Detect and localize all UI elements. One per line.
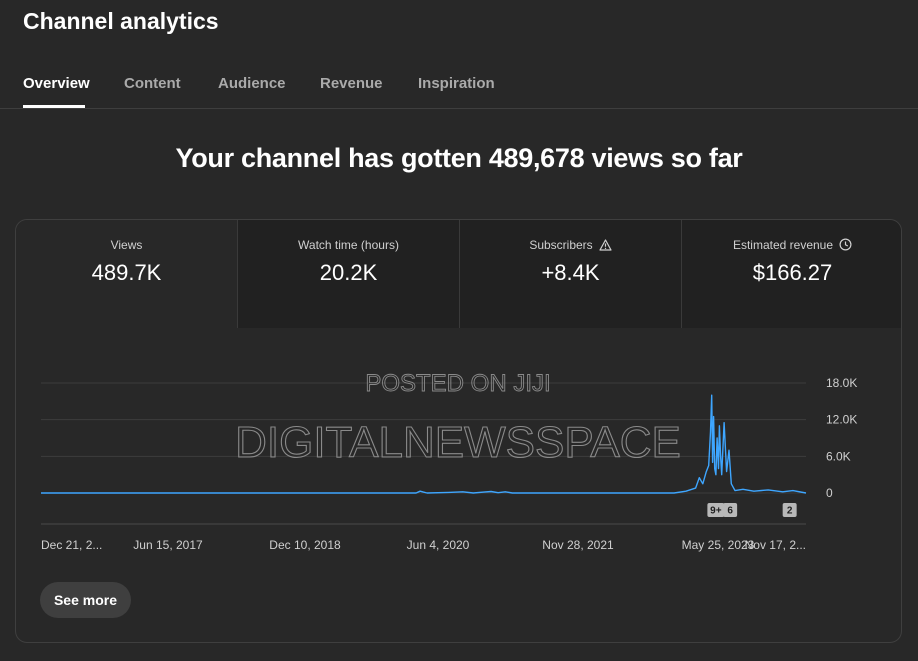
video-marker[interactable] bbox=[723, 503, 738, 517]
x-tick-label: Nov 17, 2... bbox=[745, 538, 806, 552]
tab-overview[interactable]: Overview bbox=[23, 75, 90, 92]
metric-views[interactable]: Views 489.7K bbox=[16, 220, 237, 328]
views-series-line[interactable] bbox=[41, 394, 807, 494]
metric-label-row: Subscribers bbox=[460, 238, 681, 252]
views-headline: Your channel has gotten 489,678 views so… bbox=[175, 143, 743, 173]
chart-markers: 9+ 6 2 bbox=[707, 503, 797, 517]
tab-inspiration[interactable]: Inspiration bbox=[418, 75, 495, 92]
tab-content[interactable]: Content bbox=[124, 75, 181, 92]
overview-card: Views 489.7K Watch time (hours) 20.2K Su… bbox=[15, 219, 902, 643]
y-axis-ticks: 18.0K 12.0K 6.0K 0 bbox=[826, 376, 857, 500]
metric-watch-time[interactable]: Watch time (hours) 20.2K bbox=[238, 220, 459, 328]
tab-audience[interactable]: Audience bbox=[218, 75, 286, 92]
x-tick-label: May 25, 2023 bbox=[682, 538, 755, 552]
x-tick-label: Nov 28, 2021 bbox=[542, 538, 614, 552]
metric-estimated-revenue[interactable]: Estimated revenue $166.27 bbox=[682, 220, 901, 328]
metric-subscribers[interactable]: Subscribers +8.4K bbox=[460, 220, 681, 328]
metric-value: 489.7K bbox=[91, 260, 162, 285]
video-marker-label: 2 bbox=[787, 506, 793, 517]
x-tick-label: Jun 4, 2020 bbox=[407, 538, 470, 552]
video-marker[interactable] bbox=[707, 503, 725, 517]
page-title: Channel analytics bbox=[23, 8, 219, 34]
active-tab-indicator bbox=[23, 105, 85, 108]
y-tick-label: 12.0K bbox=[826, 413, 857, 427]
divider bbox=[681, 220, 682, 328]
divider bbox=[459, 220, 460, 328]
video-marker[interactable] bbox=[782, 503, 797, 517]
x-tick-label: Jun 15, 2017 bbox=[133, 538, 203, 552]
views-line-chart[interactable]: POSTED ON JIJI DIGITALNEWSSPACE 18.0K 12.… bbox=[16, 328, 901, 568]
watermark-line-2: DIGITALNEWSSPACE bbox=[235, 418, 681, 467]
see-more-button[interactable]: See more bbox=[40, 582, 131, 618]
y-tick-label: 6.0K bbox=[826, 449, 851, 463]
chart-series bbox=[41, 394, 807, 494]
metric-label: Views bbox=[110, 238, 143, 252]
metric-label: Estimated revenue bbox=[732, 238, 834, 252]
warning-icon[interactable] bbox=[599, 239, 612, 251]
clock-icon[interactable] bbox=[839, 238, 852, 251]
metric-tabs: Views 489.7K Watch time (hours) 20.2K Su… bbox=[16, 220, 901, 328]
video-marker-label: 6 bbox=[727, 506, 733, 517]
x-tick-label: Dec 10, 2018 bbox=[269, 538, 341, 552]
metric-label: Watch time (hours) bbox=[298, 238, 399, 252]
watermark-line-1: POSTED ON JIJI bbox=[365, 370, 550, 397]
metric-label-row: Estimated revenue bbox=[682, 238, 901, 252]
watermark: POSTED ON JIJI DIGITALNEWSSPACE bbox=[235, 370, 682, 468]
metric-value: $166.27 bbox=[752, 260, 833, 285]
video-marker-label: 9+ bbox=[710, 506, 722, 517]
x-axis-ticks: Dec 21, 2... Jun 15, 2017 Dec 10, 2018 Jun … bbox=[41, 538, 806, 552]
y-tick-label: 18.0K bbox=[826, 376, 857, 390]
tab-revenue[interactable]: Revenue bbox=[320, 75, 383, 92]
y-tick-label: 0 bbox=[826, 486, 833, 500]
metric-label: Subscribers bbox=[529, 238, 593, 252]
metric-value: 20.2K bbox=[319, 260, 378, 285]
tab-bar: Overview Content Audience Revenue Inspir… bbox=[0, 62, 918, 109]
divider bbox=[237, 220, 238, 328]
metric-value: +8.4K bbox=[541, 260, 600, 285]
x-tick-label: Dec 21, 2... bbox=[41, 538, 102, 552]
